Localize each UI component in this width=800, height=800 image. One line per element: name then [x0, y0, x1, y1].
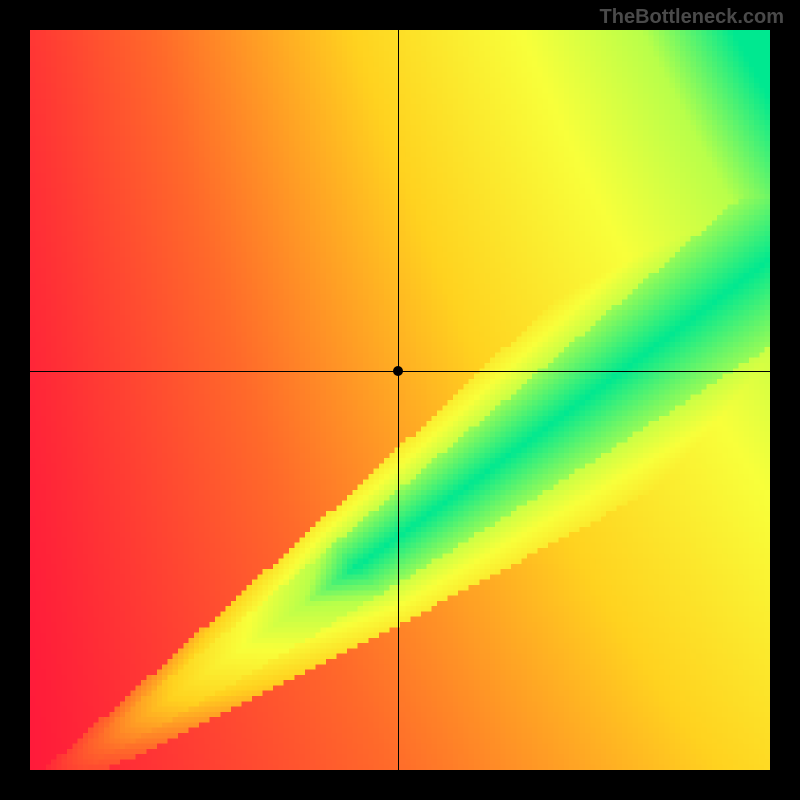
- heatmap-canvas: [30, 30, 770, 770]
- watermark-text: TheBottleneck.com: [600, 6, 784, 29]
- plot-area: [30, 30, 770, 770]
- focus-marker: [393, 366, 403, 376]
- crosshair-vertical: [398, 30, 399, 770]
